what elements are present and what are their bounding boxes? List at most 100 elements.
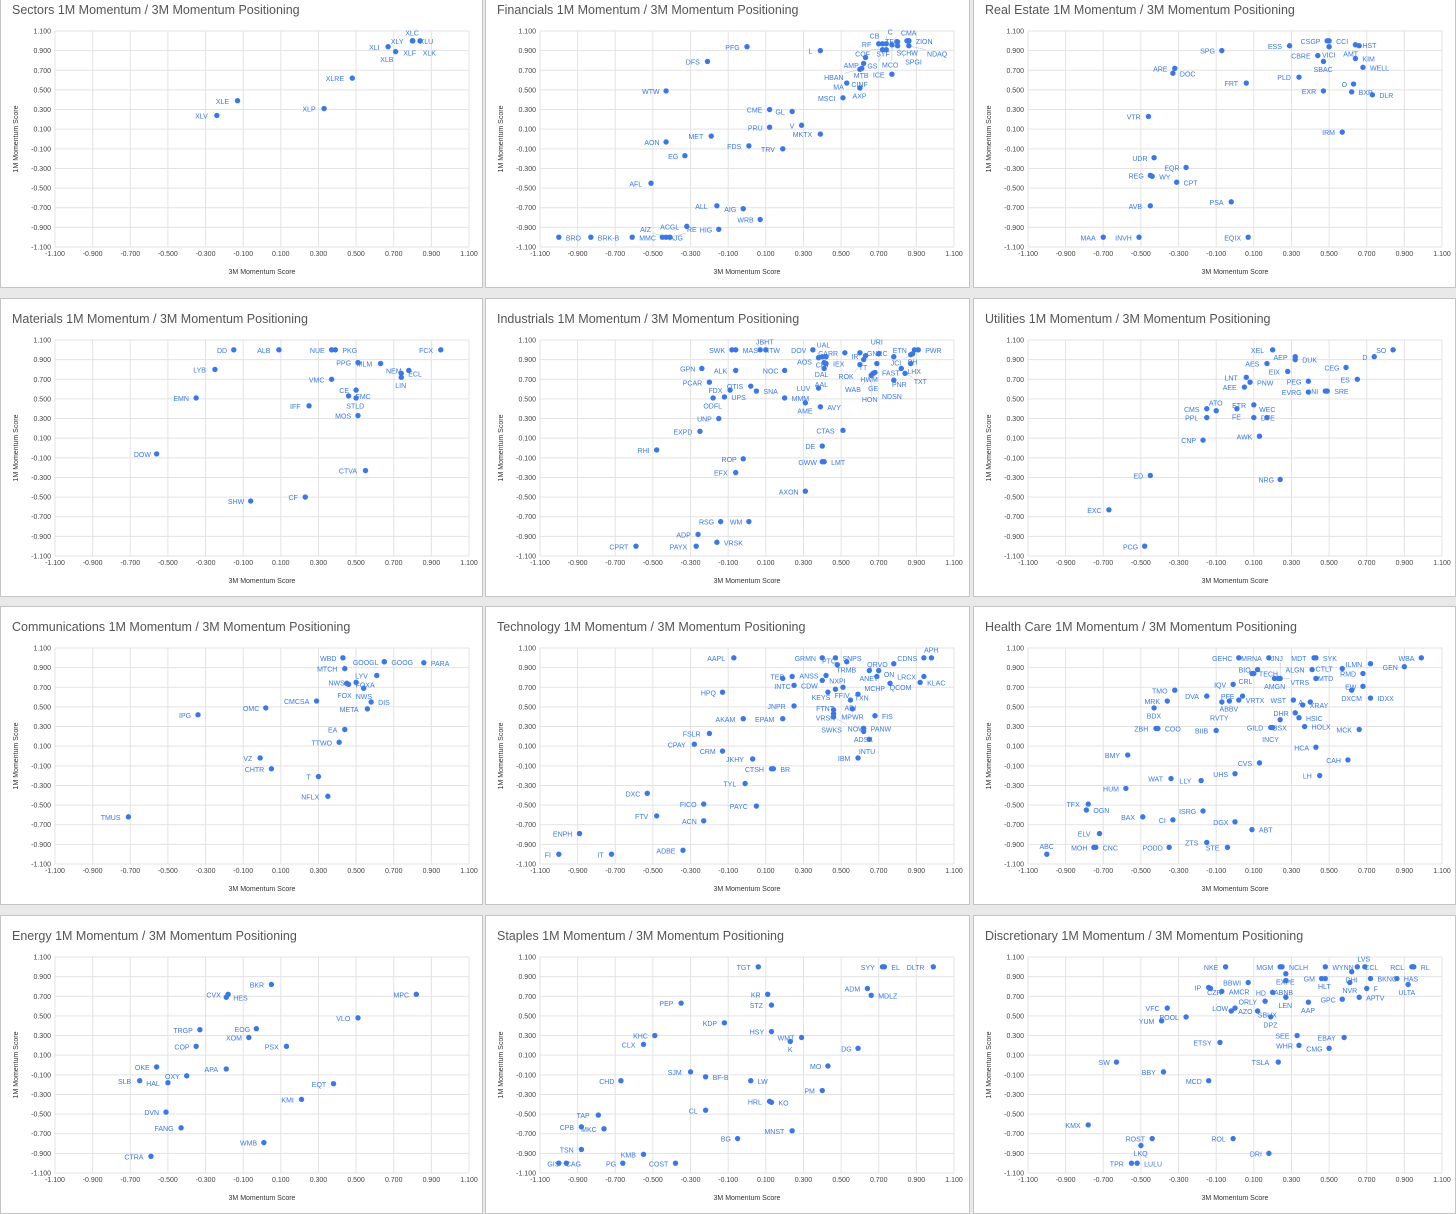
data-point[interactable] xyxy=(349,75,356,81)
data-point[interactable] xyxy=(780,675,786,682)
data-point[interactable] xyxy=(1200,808,1206,814)
data-point[interactable] xyxy=(1168,775,1174,782)
data-point[interactable] xyxy=(1151,705,1157,711)
data-point[interactable] xyxy=(1326,38,1332,44)
data-point[interactable] xyxy=(868,992,874,998)
data-point[interactable] xyxy=(368,699,374,705)
data-point[interactable] xyxy=(340,655,346,661)
data-point[interactable] xyxy=(832,686,839,692)
data-point[interactable] xyxy=(663,88,669,94)
data-point[interactable] xyxy=(868,372,874,379)
data-point[interactable] xyxy=(406,367,412,374)
data-point[interactable] xyxy=(749,756,756,762)
data-point[interactable] xyxy=(716,415,722,422)
data-point[interactable] xyxy=(578,1146,585,1153)
data-point[interactable] xyxy=(342,726,348,733)
data-point[interactable] xyxy=(248,498,254,504)
data-point[interactable] xyxy=(595,1112,602,1118)
data-point[interactable] xyxy=(212,366,218,373)
data-point[interactable] xyxy=(819,443,825,449)
data-point[interactable] xyxy=(1262,998,1268,1004)
data-point[interactable] xyxy=(855,755,861,761)
data-point[interactable] xyxy=(1320,88,1327,94)
data-point[interactable] xyxy=(908,352,914,358)
data-point[interactable] xyxy=(355,412,361,419)
data-point[interactable] xyxy=(1207,985,1214,992)
data-point[interactable] xyxy=(1219,988,1225,995)
data-point[interactable] xyxy=(385,44,391,50)
data-point[interactable] xyxy=(1123,785,1129,792)
data-point[interactable] xyxy=(832,655,839,661)
data-point[interactable] xyxy=(1300,702,1306,708)
data-point[interactable] xyxy=(857,350,863,356)
data-point[interactable] xyxy=(1339,996,1345,1002)
data-point[interactable] xyxy=(374,672,380,679)
data-point[interactable] xyxy=(1236,697,1242,703)
data-point[interactable] xyxy=(874,360,880,367)
data-point[interactable] xyxy=(902,370,908,377)
data-point[interactable] xyxy=(883,41,889,47)
data-point[interactable] xyxy=(821,365,827,372)
data-point[interactable] xyxy=(1170,70,1176,76)
data-point[interactable] xyxy=(891,661,897,667)
data-point[interactable] xyxy=(1200,437,1206,443)
data-point[interactable] xyxy=(667,234,673,240)
data-point[interactable] xyxy=(1356,43,1362,49)
data-point[interactable] xyxy=(1164,698,1170,704)
data-point[interactable] xyxy=(849,706,856,712)
data-point[interactable] xyxy=(1296,715,1302,721)
data-point[interactable] xyxy=(695,531,701,538)
data-point[interactable] xyxy=(733,469,739,476)
data-point[interactable] xyxy=(887,680,893,687)
data-point[interactable] xyxy=(1290,697,1297,703)
data-point[interactable] xyxy=(184,1073,190,1079)
data-point[interactable] xyxy=(1292,710,1298,716)
data-point[interactable] xyxy=(1322,964,1329,970)
data-point[interactable] xyxy=(1251,402,1257,408)
data-point[interactable] xyxy=(1213,407,1219,414)
data-point[interactable] xyxy=(857,361,863,368)
data-point[interactable] xyxy=(1268,1014,1274,1020)
data-point[interactable] xyxy=(1348,687,1355,693)
data-point[interactable] xyxy=(659,234,666,240)
data-point[interactable] xyxy=(1266,1150,1272,1157)
data-point[interactable] xyxy=(1362,964,1368,970)
data-point[interactable] xyxy=(757,216,763,223)
data-point[interactable] xyxy=(879,41,886,47)
data-point[interactable] xyxy=(757,347,763,353)
data-point[interactable] xyxy=(1173,179,1180,185)
data-point[interactable] xyxy=(1394,975,1400,982)
data-point[interactable] xyxy=(770,766,777,772)
data-point[interactable] xyxy=(1313,675,1319,682)
data-point[interactable] xyxy=(1044,851,1050,857)
data-point[interactable] xyxy=(746,518,752,525)
data-point[interactable] xyxy=(719,748,726,754)
data-point[interactable] xyxy=(576,830,583,837)
data-point[interactable] xyxy=(1245,234,1251,240)
data-point[interactable] xyxy=(731,655,737,661)
data-point[interactable] xyxy=(733,367,739,374)
data-point[interactable] xyxy=(1277,716,1283,723)
data-point[interactable] xyxy=(246,1034,252,1041)
data-point[interactable] xyxy=(353,387,359,393)
data-point[interactable] xyxy=(353,679,359,686)
data-point[interactable] xyxy=(1275,1059,1281,1065)
data-point[interactable] xyxy=(1136,234,1142,240)
data-point[interactable] xyxy=(1266,655,1272,661)
data-point[interactable] xyxy=(1347,979,1353,986)
data-point[interactable] xyxy=(780,715,786,722)
data-point[interactable] xyxy=(872,713,878,719)
data-point[interactable] xyxy=(1348,969,1355,975)
data-point[interactable] xyxy=(906,43,912,49)
data-point[interactable] xyxy=(193,1043,199,1050)
data-point[interactable] xyxy=(704,58,711,65)
data-point[interactable] xyxy=(1140,814,1146,820)
data-point[interactable] xyxy=(1292,356,1298,363)
data-point[interactable] xyxy=(1164,1005,1170,1011)
data-point[interactable] xyxy=(321,105,327,112)
data-point[interactable] xyxy=(1239,693,1246,699)
data-point[interactable] xyxy=(789,1128,795,1134)
data-point[interactable] xyxy=(765,991,771,998)
data-point[interactable] xyxy=(1367,695,1374,701)
data-point[interactable] xyxy=(768,1002,775,1008)
